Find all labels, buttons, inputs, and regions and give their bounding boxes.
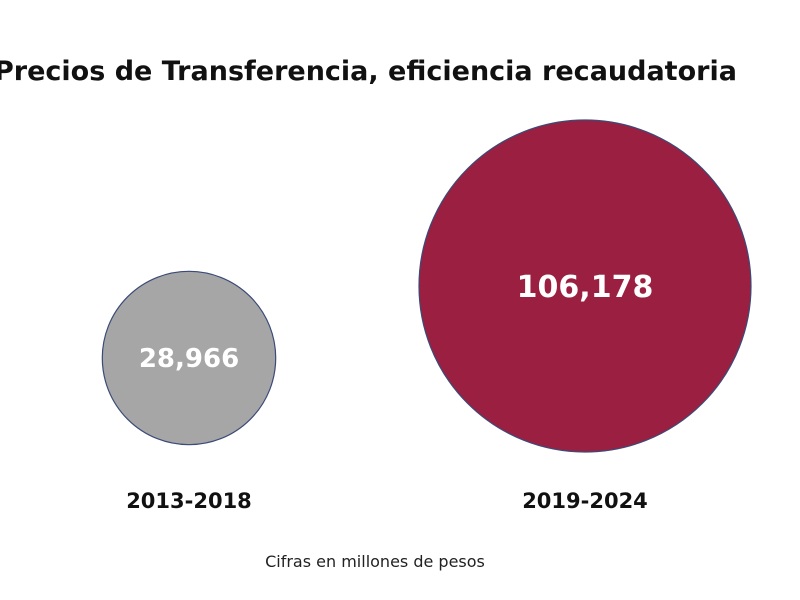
category-label: 2013-2018 <box>126 489 252 513</box>
category-label: 2019-2024 <box>522 489 648 513</box>
bubble-2019-2024 <box>418 119 752 453</box>
chart-title: Precios de Transferencia, eficiencia rec… <box>0 56 737 87</box>
bubble-2013-2018 <box>101 270 277 446</box>
bubble-value-label: 28,966 <box>139 344 239 374</box>
bubble-value-label: 106,178 <box>517 270 654 305</box>
units-note: Cifras en millones de pesos <box>265 552 485 571</box>
